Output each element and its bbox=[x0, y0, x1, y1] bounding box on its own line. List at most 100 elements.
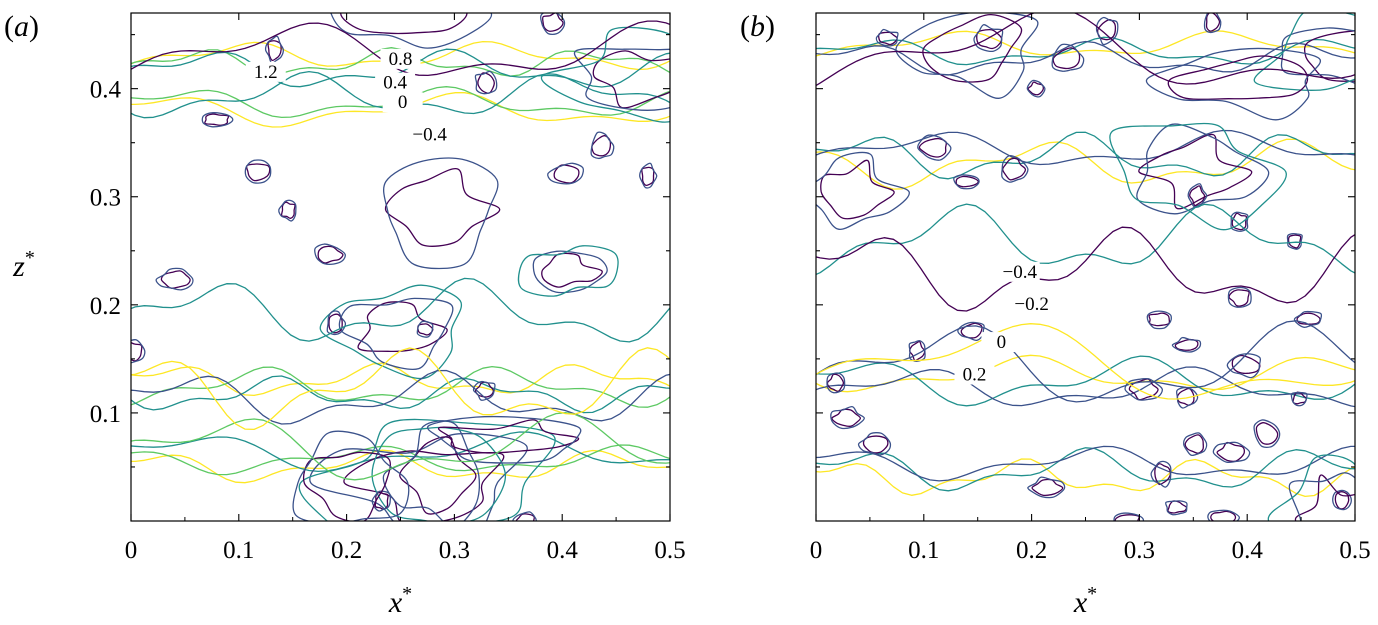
y-axis-title: z* bbox=[12, 247, 35, 283]
contour-blob bbox=[371, 426, 507, 521]
contour-blob bbox=[155, 267, 194, 291]
contour-blob bbox=[517, 245, 619, 297]
contour-blob bbox=[639, 162, 658, 189]
contour-blob bbox=[1184, 434, 1204, 454]
contour-band-line bbox=[816, 131, 1355, 180]
contour-band-line bbox=[131, 365, 670, 408]
contour-blob bbox=[1145, 47, 1322, 121]
y-tick-label: 0.3 bbox=[90, 185, 121, 212]
contour-blob bbox=[1228, 289, 1250, 307]
contour-blob bbox=[918, 137, 947, 158]
contour-blob bbox=[547, 162, 585, 185]
contour-blob bbox=[960, 322, 983, 339]
contour-blob bbox=[1095, 16, 1119, 46]
contour-blob bbox=[641, 166, 655, 187]
contour-blob bbox=[1124, 377, 1163, 401]
contour-blob bbox=[264, 35, 284, 64]
contour-blob bbox=[1207, 509, 1240, 521]
contour-label-bg bbox=[409, 124, 450, 145]
x-axis-title: x* bbox=[388, 583, 412, 619]
contour-blob bbox=[541, 26, 670, 123]
contour-blob bbox=[1290, 391, 1308, 407]
contour-blob bbox=[1171, 336, 1202, 353]
contour-blob bbox=[1150, 460, 1172, 488]
y-tick-label: 0.2 bbox=[90, 293, 121, 320]
contour-blob bbox=[399, 436, 477, 515]
contour-blob bbox=[1332, 489, 1352, 511]
contour-blob bbox=[1294, 474, 1355, 521]
x-tick-label: 0.3 bbox=[1124, 537, 1155, 564]
contour-blob bbox=[298, 418, 556, 521]
contour-label: −0.2 bbox=[1014, 294, 1048, 315]
contour-blob bbox=[160, 270, 191, 289]
contour-sweep-line bbox=[816, 203, 1355, 276]
contour-blob bbox=[1216, 441, 1245, 462]
contour-blob bbox=[309, 432, 528, 521]
contour-band-line bbox=[816, 30, 1355, 57]
contour-blob bbox=[1253, 419, 1281, 448]
contour-blob bbox=[438, 419, 580, 454]
x-tick-label: 0.5 bbox=[1339, 537, 1370, 564]
contour-label-bg bbox=[981, 332, 1022, 353]
contour-blob bbox=[1183, 432, 1208, 457]
contour-blob bbox=[1051, 43, 1085, 72]
contour-blob bbox=[862, 435, 889, 454]
contour-blob bbox=[477, 72, 495, 94]
contour-blob bbox=[826, 372, 846, 394]
contour-blob bbox=[338, 297, 454, 370]
contour-blob bbox=[1231, 212, 1248, 231]
contour-label: 0.2 bbox=[963, 364, 987, 385]
contour-band-line bbox=[816, 447, 1355, 492]
contour-band-line bbox=[816, 366, 1355, 408]
contour-blob bbox=[539, 13, 566, 36]
contour-blob bbox=[131, 341, 143, 362]
contour-label: −0.4 bbox=[412, 125, 447, 146]
contour-label: 0 bbox=[398, 92, 408, 113]
contour-blob bbox=[955, 175, 979, 188]
contour-sweep-line bbox=[131, 347, 670, 431]
contour-band-line bbox=[816, 445, 1355, 482]
contour-blob bbox=[1212, 441, 1251, 464]
contour-blob bbox=[1287, 234, 1302, 249]
contour-blob bbox=[280, 201, 296, 219]
x-tick-label: 0 bbox=[125, 537, 138, 564]
contour-blob bbox=[384, 168, 501, 247]
contour-band-line bbox=[131, 444, 670, 476]
contour-blob bbox=[1027, 476, 1066, 499]
contour-blob bbox=[1205, 13, 1221, 32]
contour-blob bbox=[1146, 310, 1173, 330]
contour-sweep-line bbox=[816, 13, 1355, 87]
contour-blob bbox=[1109, 122, 1287, 231]
contour-blob bbox=[1114, 514, 1140, 521]
contour-blob bbox=[1280, 27, 1355, 84]
contour-blob bbox=[1136, 123, 1270, 215]
contour-blob bbox=[831, 408, 862, 427]
contour-blob bbox=[292, 430, 410, 521]
contour-blob bbox=[1293, 310, 1323, 328]
panel-a: 0 0.1 0.2 0.3 0.4 0.50.10.20.30.41.20.80.40−0… bbox=[4, 10, 686, 619]
contour-blob bbox=[1334, 491, 1350, 510]
contour-blob bbox=[131, 339, 146, 364]
contour-blob bbox=[371, 490, 391, 512]
contour-blob bbox=[590, 131, 615, 160]
contour-blob bbox=[302, 451, 391, 521]
contour-band-line bbox=[131, 48, 670, 88]
x-tick-label: 0.5 bbox=[654, 537, 685, 564]
contour-blob bbox=[426, 416, 582, 464]
contour-blob bbox=[1167, 55, 1309, 100]
contour-label: −0.4 bbox=[1003, 262, 1038, 283]
contour-label: 1.2 bbox=[254, 62, 278, 83]
contour-blob bbox=[877, 31, 898, 46]
contour-blob bbox=[816, 151, 910, 230]
contour-sweep-line bbox=[131, 277, 670, 343]
contour-blob bbox=[541, 252, 603, 288]
contour-label-bg bbox=[954, 364, 995, 385]
x-tick-label: 0 bbox=[810, 537, 823, 564]
contour-blob bbox=[1303, 30, 1355, 82]
contour-blob bbox=[1026, 79, 1046, 98]
contour-sweep-line bbox=[816, 323, 1355, 400]
contour-band-line bbox=[131, 362, 670, 397]
contour-blob bbox=[1165, 500, 1188, 516]
panel-label: (b) bbox=[740, 10, 775, 43]
